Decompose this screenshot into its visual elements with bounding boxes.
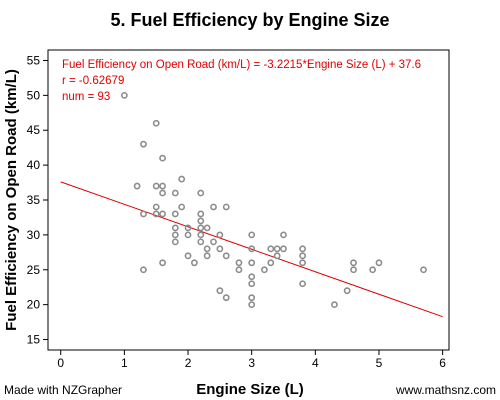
data-point xyxy=(184,224,192,232)
data-point xyxy=(235,266,243,274)
data-point xyxy=(159,189,166,197)
data-point xyxy=(159,259,166,267)
data-point xyxy=(350,266,357,274)
n-annotation: num = 93 xyxy=(62,91,110,103)
y-tick-label: 55 xyxy=(27,53,41,67)
data-point xyxy=(216,287,224,295)
data-point xyxy=(222,252,230,260)
data-point xyxy=(171,189,179,197)
data-point xyxy=(171,238,179,246)
y-tick-label: 35 xyxy=(27,193,41,207)
data-point xyxy=(184,252,192,260)
data-point xyxy=(248,259,256,267)
data-points xyxy=(120,91,427,309)
data-point xyxy=(197,217,205,225)
data-point xyxy=(133,182,141,190)
data-point xyxy=(152,182,160,190)
y-tick-label: 15 xyxy=(27,333,41,347)
y-tick-label: 25 xyxy=(27,263,41,277)
data-point xyxy=(248,245,256,253)
data-point xyxy=(159,154,166,162)
data-point xyxy=(369,266,377,274)
data-point xyxy=(210,203,217,211)
data-point xyxy=(248,273,256,281)
r-annotation: r = -0.62679 xyxy=(62,75,124,87)
x-tick-label: 0 xyxy=(57,356,64,370)
data-point xyxy=(248,280,256,288)
footer-url: www.mathsnz.com xyxy=(395,383,496,397)
data-point xyxy=(343,287,351,295)
data-point xyxy=(203,245,211,253)
data-point xyxy=(216,245,224,253)
data-point xyxy=(140,266,147,274)
data-point xyxy=(350,259,357,267)
data-point xyxy=(261,266,268,274)
data-point xyxy=(280,231,287,239)
data-point xyxy=(120,91,128,99)
y-tick-label: 30 xyxy=(27,228,41,242)
data-point xyxy=(171,210,179,218)
data-point xyxy=(140,140,147,148)
data-point xyxy=(299,259,307,267)
data-point xyxy=(248,231,256,239)
data-point xyxy=(197,231,205,239)
data-point xyxy=(171,231,179,239)
data-point xyxy=(159,182,166,190)
y-tick-label: 50 xyxy=(27,88,41,102)
data-point xyxy=(273,252,281,260)
y-tick-label: 40 xyxy=(27,158,41,172)
equation-annotation: Fuel Efficiency on Open Road (km/L) = -3… xyxy=(62,59,421,71)
data-point xyxy=(152,203,160,211)
x-tick-label: 5 xyxy=(376,356,383,370)
data-point xyxy=(178,175,186,183)
data-point xyxy=(197,189,205,197)
regression-line xyxy=(60,181,443,318)
chart-title: 5. Fuel Efficiency by Engine Size xyxy=(110,10,390,30)
data-point xyxy=(235,259,243,267)
data-point xyxy=(222,203,230,211)
data-point xyxy=(171,224,179,232)
y-axis-title: Fuel Efficiency on Open Road (km/L) xyxy=(3,69,20,331)
data-point xyxy=(375,259,383,267)
x-tick-label: 2 xyxy=(185,356,192,370)
data-point xyxy=(210,238,217,246)
data-point xyxy=(159,210,166,218)
data-point xyxy=(152,210,160,218)
data-point xyxy=(267,259,275,267)
x-tick-label: 4 xyxy=(312,356,319,370)
data-point xyxy=(203,252,211,260)
y-tick-label: 20 xyxy=(27,298,41,312)
data-point xyxy=(273,245,281,253)
fit-line-group xyxy=(60,181,443,318)
y-tick-label: 45 xyxy=(27,123,41,137)
x-tick-label: 3 xyxy=(248,356,255,370)
data-point xyxy=(222,294,230,302)
data-point xyxy=(299,280,307,288)
data-point xyxy=(299,245,307,253)
x-axis-title: Engine Size (L) xyxy=(196,381,304,398)
footer-credit: Made with NZGrapher xyxy=(4,383,122,397)
data-point xyxy=(197,210,205,218)
data-point xyxy=(152,119,160,127)
data-point xyxy=(197,238,205,246)
data-point xyxy=(280,245,287,253)
data-point xyxy=(190,259,198,267)
x-tick-label: 1 xyxy=(121,356,128,370)
data-point xyxy=(197,224,205,232)
x-tick-label: 6 xyxy=(439,356,446,370)
data-point xyxy=(178,203,186,211)
data-point xyxy=(248,301,256,309)
data-point xyxy=(140,210,147,218)
data-point xyxy=(299,252,307,260)
data-point xyxy=(331,301,338,309)
data-point xyxy=(267,245,275,253)
data-point xyxy=(184,231,192,239)
data-point xyxy=(420,266,427,274)
data-point xyxy=(203,224,211,232)
data-point xyxy=(248,294,256,302)
data-point xyxy=(216,231,224,239)
